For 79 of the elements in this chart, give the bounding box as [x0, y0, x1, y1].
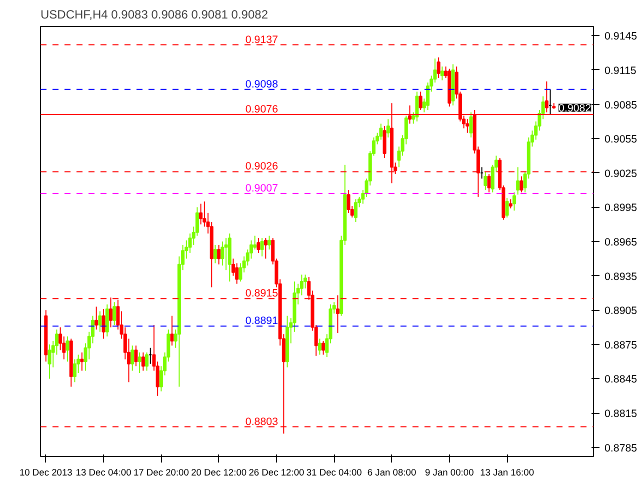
x-tick-label: 13 Dec 04:00	[76, 468, 132, 478]
ref-line-label: 0.9098	[245, 78, 278, 90]
x-tick-label: 20 Dec 12:00	[191, 468, 247, 478]
candlestick	[66, 336, 70, 362]
candlestick	[264, 238, 268, 260]
candlestick	[224, 238, 228, 271]
x-tick-label: 10 Dec 2013	[19, 468, 72, 478]
candlestick	[469, 112, 473, 138]
y-tick-label: 0.9145	[604, 30, 638, 43]
candlestick	[512, 192, 516, 212]
x-tick-label: 6 Jan 08:00	[367, 468, 416, 478]
candlestick	[145, 352, 149, 372]
candlestick	[112, 302, 116, 326]
candlestick	[220, 241, 224, 266]
y-tick-label: 0.8905	[604, 305, 638, 318]
candlestick	[318, 338, 322, 356]
candlestick	[436, 56, 440, 78]
candlestick	[516, 166, 520, 196]
ref-line-label: 0.9076	[245, 104, 278, 116]
candlestick	[253, 235, 257, 250]
x-tick-label: 17 Dec 20:00	[133, 468, 189, 478]
candlestick	[48, 344, 52, 380]
candlestick	[94, 306, 98, 330]
x-tick-label: 31 Dec 04:00	[306, 468, 362, 478]
candlestick	[346, 190, 350, 214]
candlestick	[466, 118, 470, 134]
candlestick	[379, 123, 383, 140]
candlestick	[134, 345, 138, 367]
y-tick-label: 0.8845	[604, 374, 638, 386]
text: 0.9082	[558, 102, 592, 115]
y-tick-label: 0.9025	[604, 168, 638, 180]
candlestick	[98, 310, 102, 332]
x-tick-label: 9 Jan 00:00	[425, 468, 474, 478]
candlestick	[235, 262, 239, 284]
candlestick	[141, 352, 145, 372]
y-tick-label: 0.9115	[604, 64, 636, 77]
candlestick	[217, 244, 221, 265]
candlestick	[440, 66, 444, 81]
ref-line-label: 0.9137	[245, 34, 278, 46]
candlestick	[130, 345, 134, 372]
x-tick-label: 26 Dec 12:00	[248, 468, 304, 478]
y-tick-label: 0.8815	[604, 408, 638, 420]
ref-line-label: 0.8915	[245, 288, 278, 300]
y-tick-label: 0.8935	[604, 270, 638, 283]
candlestick	[505, 198, 509, 218]
candlestick	[102, 308, 106, 340]
ref-line-label: 0.8891	[245, 315, 278, 328]
ref-line-label: 0.8803	[245, 416, 278, 428]
chart-title: USDCHF,H4 0.9083 0.9086 0.9081 0.9082	[40, 8, 268, 22]
y-tick-label: 0.8995	[604, 202, 638, 214]
ref-line-label: 0.9026	[245, 160, 278, 173]
y-tick-label: 0.9085	[604, 99, 638, 112]
candlestick	[72, 358, 76, 383]
candlestick	[336, 294, 340, 334]
y-tick-label: 0.8785	[604, 442, 638, 454]
candlestick	[138, 352, 142, 374]
candlestick	[170, 315, 174, 346]
candlestick	[386, 118, 390, 138]
y-tick-label: 0.8965	[604, 236, 638, 248]
candlestick	[520, 176, 524, 193]
candlestick	[382, 125, 386, 159]
ref-line-label: 0.9007	[245, 182, 278, 194]
candlestick	[508, 198, 512, 209]
candlestick	[105, 304, 109, 337]
candlestick	[199, 203, 203, 225]
y-tick-label: 0.9055	[604, 134, 638, 146]
candlestick	[418, 91, 422, 110]
candlestick	[354, 198, 358, 223]
candlestick	[484, 171, 488, 191]
candlestick	[487, 174, 491, 193]
candlestick	[268, 235, 272, 250]
candlestick	[256, 238, 260, 254]
y-tick-label: 0.8875	[604, 339, 638, 352]
candlestick	[415, 91, 419, 122]
x-tick-label: 13 Jan 16:00	[480, 468, 534, 478]
candlestick	[213, 244, 217, 264]
candlestick	[80, 352, 84, 372]
candlestick	[260, 238, 264, 257]
candlestick	[322, 340, 326, 356]
